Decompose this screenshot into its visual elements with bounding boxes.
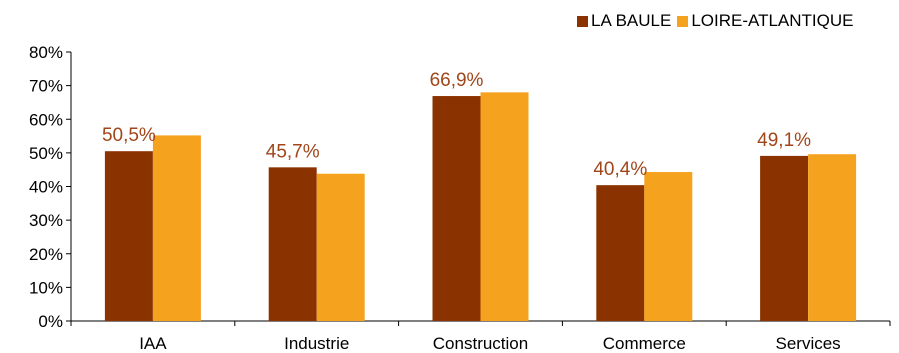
y-tick-label: 20% — [29, 245, 63, 264]
x-category-label: Industrie — [284, 334, 349, 353]
x-category-label: Construction — [433, 334, 528, 353]
x-category-label: Services — [776, 334, 841, 353]
legend-swatch-la-baule — [577, 15, 588, 27]
y-tick-label: 0% — [38, 312, 63, 331]
data-label: 49,1% — [757, 130, 811, 151]
legend-label-la-baule: LA BAULE — [591, 11, 672, 30]
bar-la-baule — [760, 155, 809, 321]
legend-swatch-loire-atlantique — [677, 15, 689, 27]
y-tick-label: 70% — [29, 77, 63, 96]
y-tick-label: 80% — [29, 43, 63, 62]
bar-la-baule — [596, 185, 645, 321]
data-label: 40,4% — [593, 159, 647, 180]
legend-item-la-baule: LA BAULE — [577, 11, 671, 31]
bar-la-baule — [432, 96, 481, 321]
bar-loire-atlantique — [644, 172, 693, 321]
y-tick-label: 50% — [29, 144, 63, 163]
bar-loire-atlantique — [316, 173, 365, 321]
y-tick-label: 40% — [29, 178, 63, 197]
data-label: 66,9% — [430, 70, 484, 91]
data-label: 50,5% — [102, 125, 156, 146]
bar-loire-atlantique — [808, 154, 857, 321]
legend-label-loire-atlantique: LOIRE-ATLANTIQUE — [691, 11, 854, 30]
bar-la-baule — [104, 151, 153, 321]
y-tick-label: 10% — [29, 278, 63, 297]
x-category-label: IAA — [139, 334, 167, 353]
chart-legend: LA BAULE LOIRE-ATLANTIQUE — [577, 11, 859, 31]
y-tick-label: 30% — [29, 211, 63, 230]
y-tick-label: 60% — [29, 110, 63, 129]
legend-item-loire-atlantique: LOIRE-ATLANTIQUE — [677, 11, 853, 31]
bar-loire-atlantique — [152, 135, 201, 321]
bar-loire-atlantique — [480, 92, 529, 321]
data-label: 45,7% — [266, 141, 320, 162]
bar-la-baule — [268, 167, 317, 321]
x-category-label: Commerce — [603, 334, 686, 353]
